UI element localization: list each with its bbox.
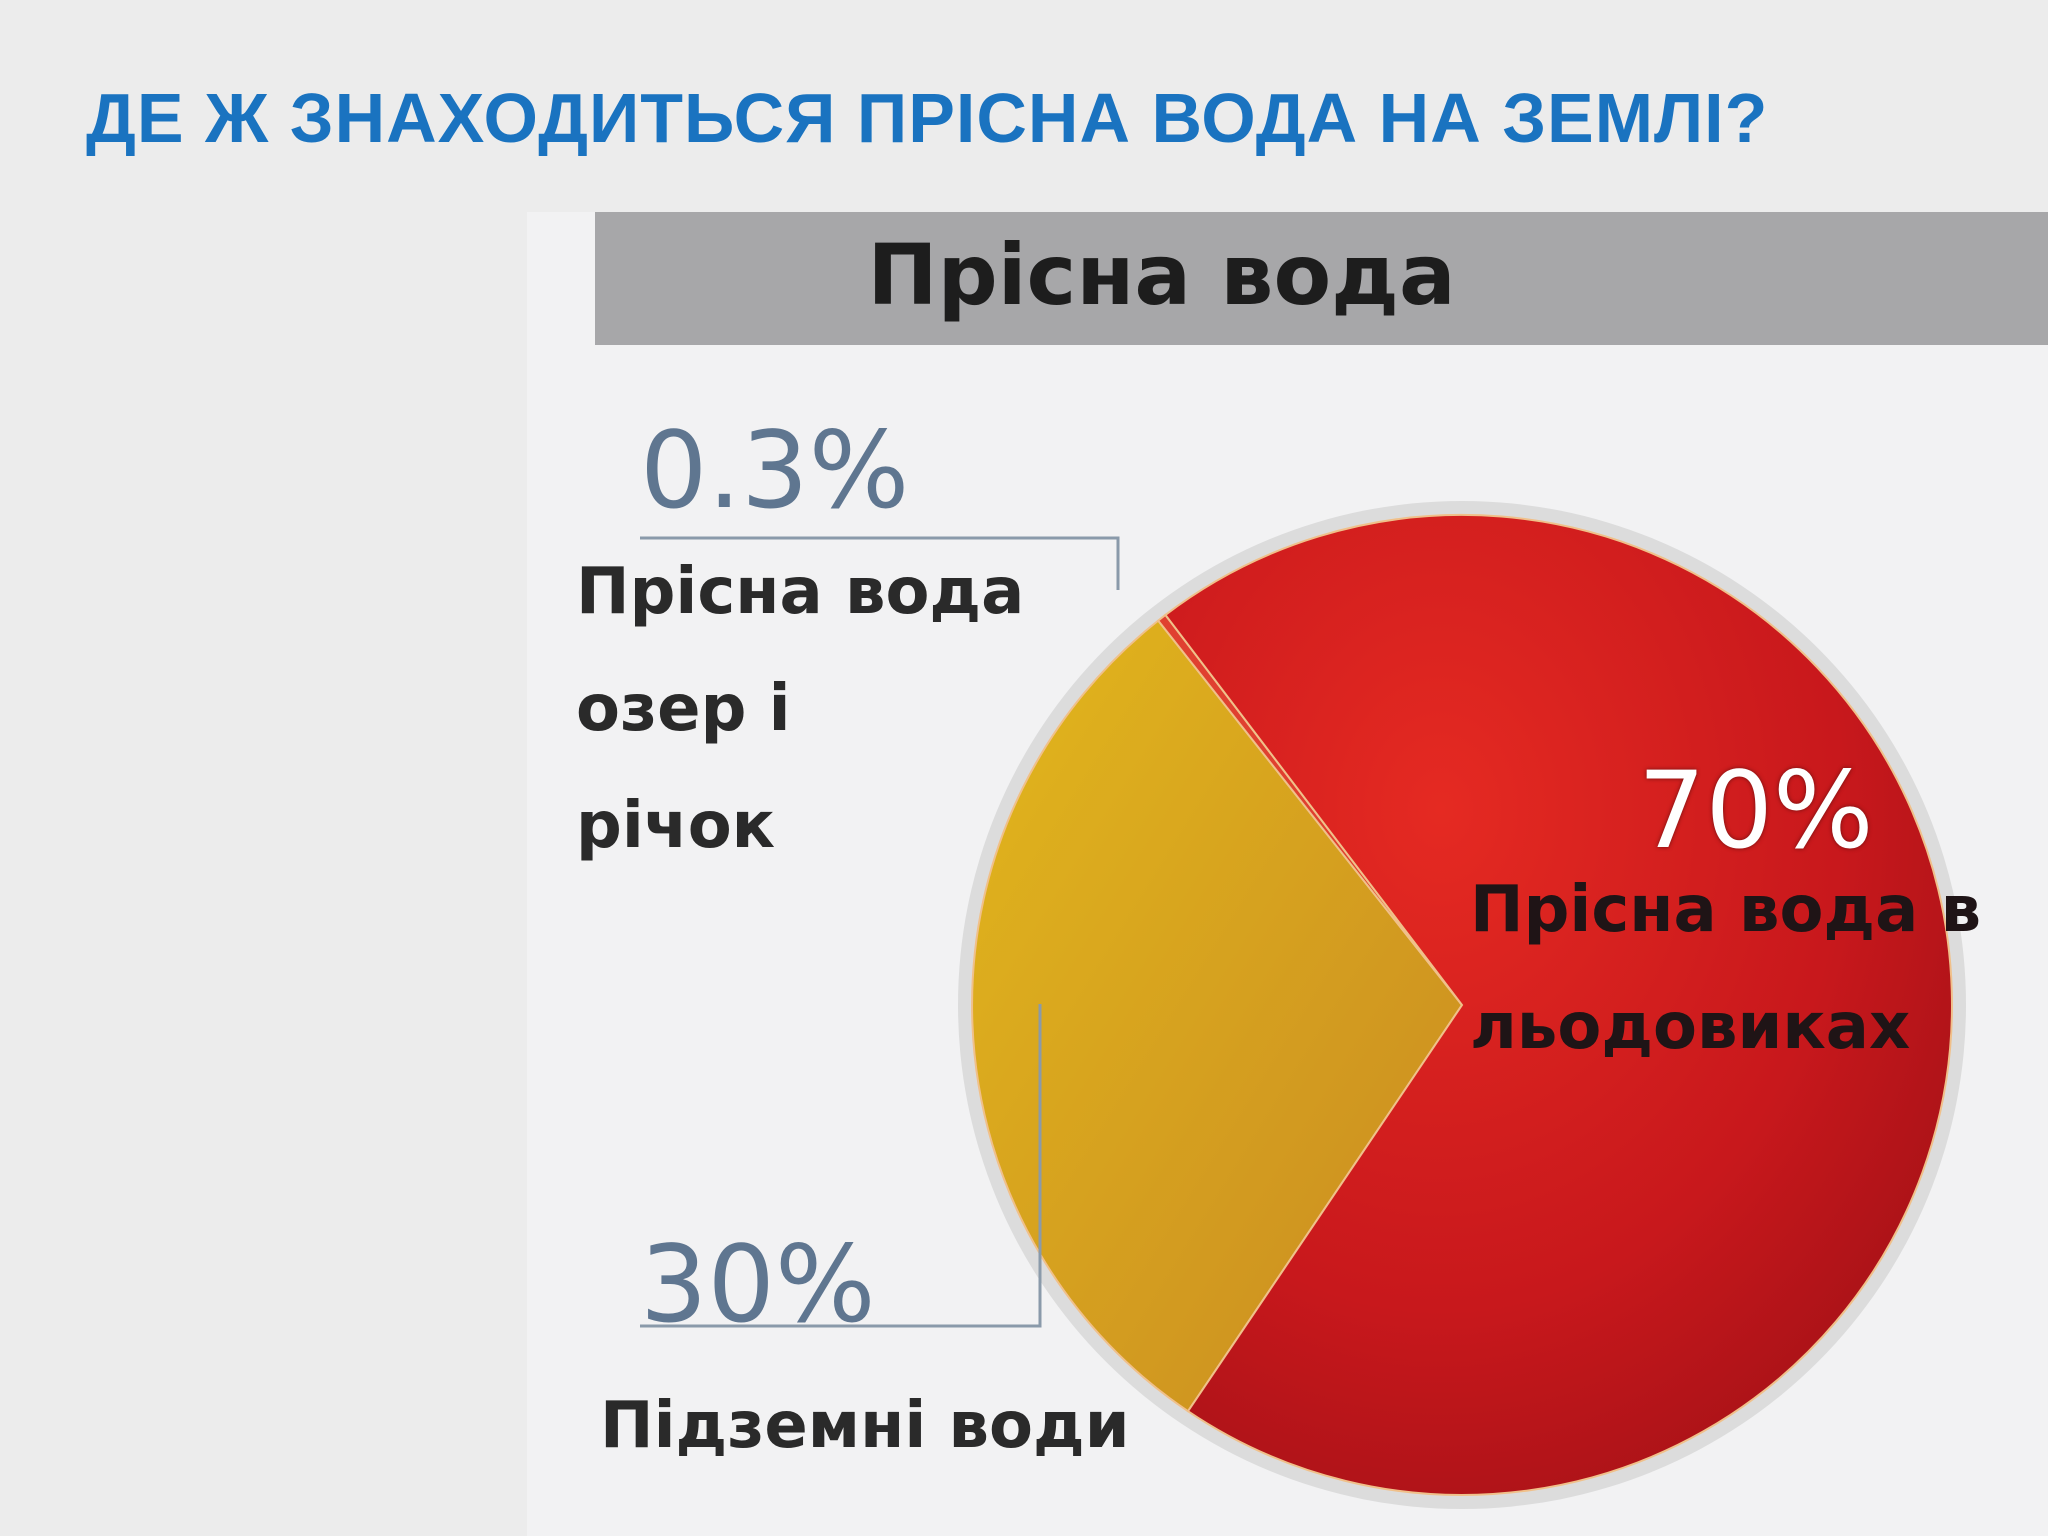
slice-category-label-glaciers: Прісна вода в льодовиках bbox=[1470, 852, 1981, 1086]
category-line: Прісна вода bbox=[576, 555, 1025, 629]
chart-title: Прісна вода bbox=[867, 226, 1456, 324]
category-line: річок bbox=[576, 789, 776, 863]
pie-slice-groundwater bbox=[971, 619, 1464, 1413]
slice-value-label-glaciers: 70% bbox=[1638, 749, 1874, 872]
slice-category-label-groundwater: Підземні води bbox=[600, 1368, 1130, 1485]
chart-header-bar: Прісна вода bbox=[595, 212, 2048, 345]
slice-value-label-groundwater: 30% bbox=[640, 1223, 876, 1346]
pie-slice-glaciers bbox=[1163, 513, 1953, 1496]
category-line: озер і bbox=[576, 672, 791, 746]
category-line: Прісна вода в bbox=[1470, 873, 1982, 947]
leader-line-groundwater bbox=[640, 1004, 1042, 1328]
slide-title: ДЕ Ж ЗНАХОДИТЬСЯ ПРІСНА ВОДА НА ЗЕМЛІ? bbox=[86, 79, 1769, 157]
leader-line-lakes-rivers bbox=[640, 536, 1120, 590]
slice-category-label-lakes-rivers: Прісна вода озер і річок bbox=[576, 534, 1024, 885]
category-line: льодовиках bbox=[1470, 990, 1911, 1064]
category-line: Підземні води bbox=[600, 1389, 1130, 1463]
slice-value-label-lakes-rivers: 0.3% bbox=[640, 409, 910, 532]
